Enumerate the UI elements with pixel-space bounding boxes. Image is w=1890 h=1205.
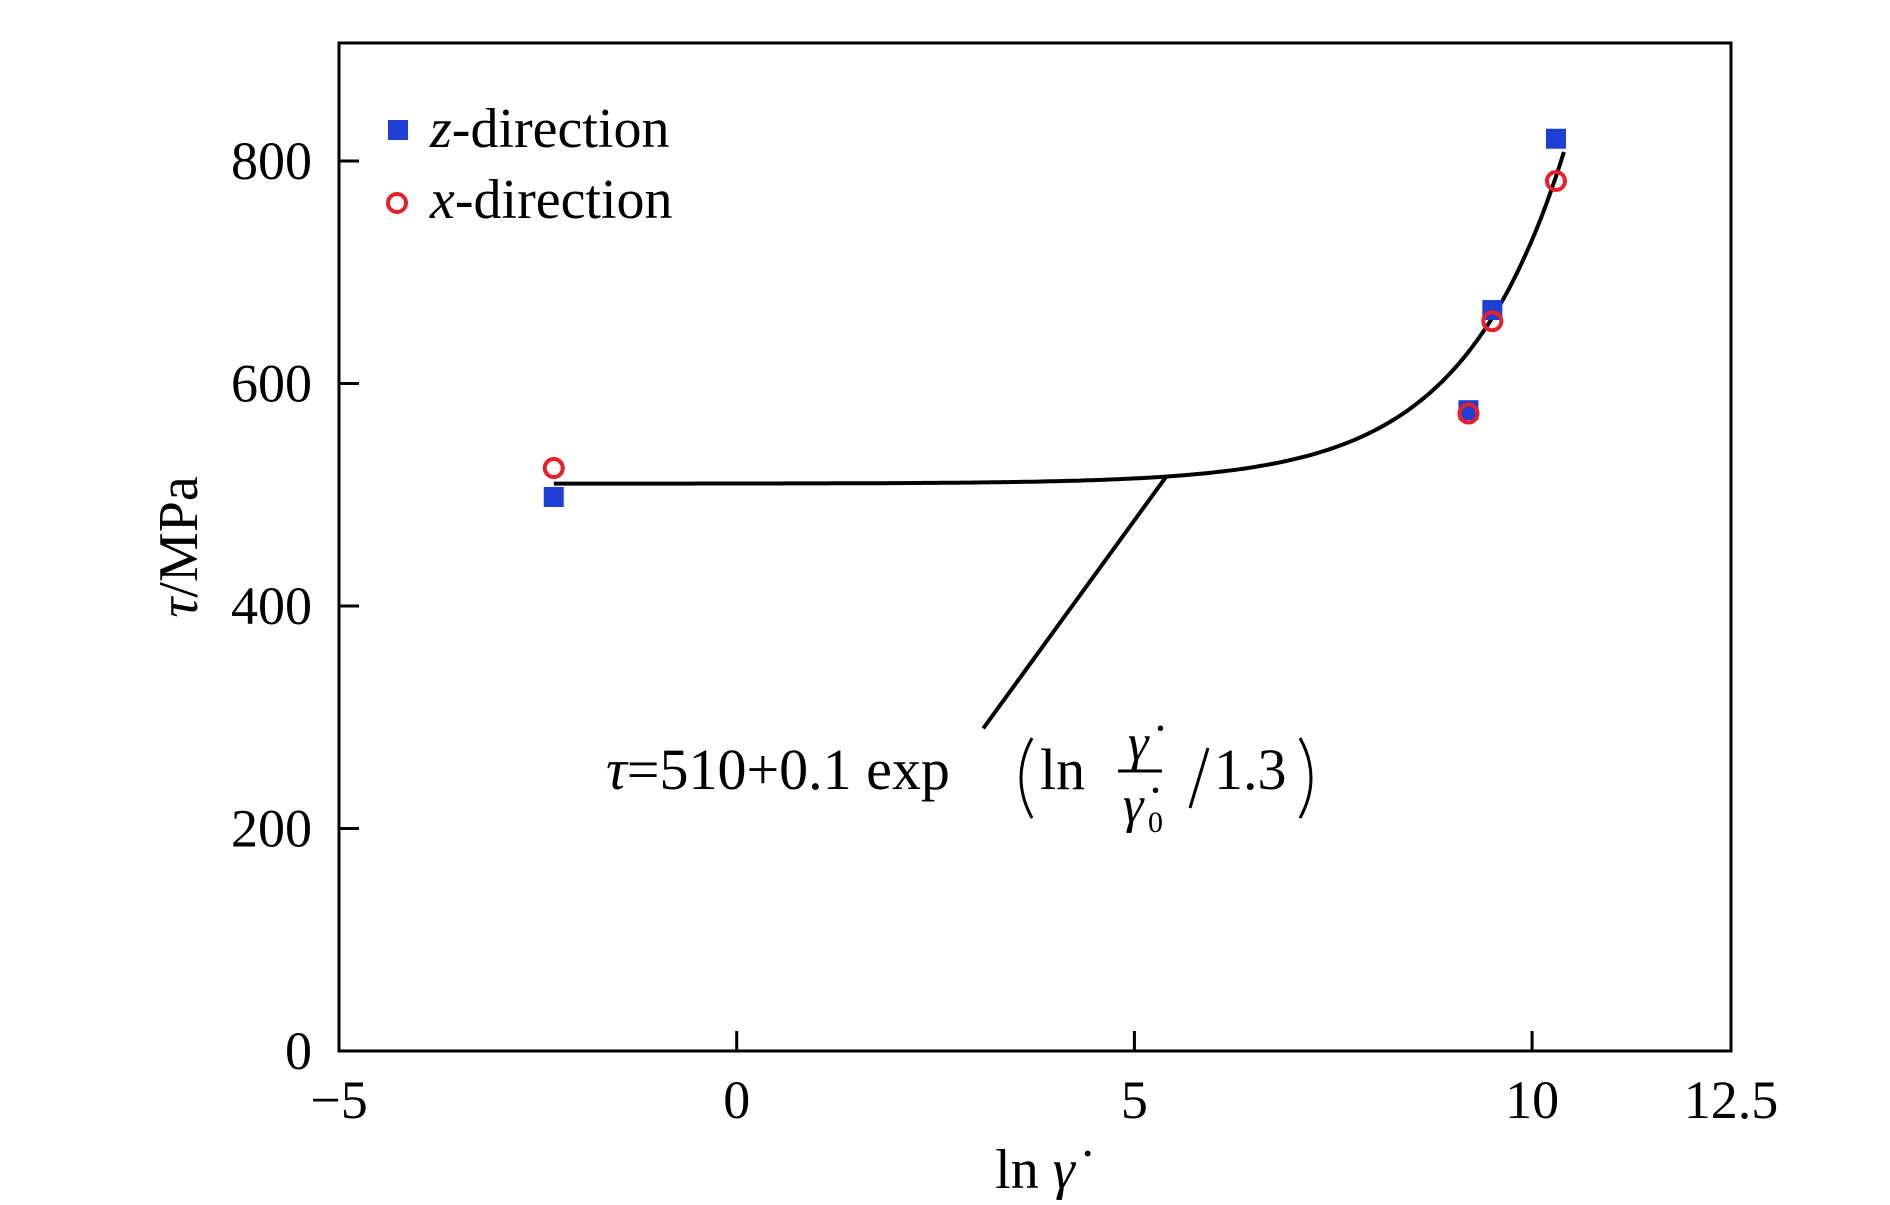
legend: z-direction x-direction [386,98,673,231]
legend-label-x-direction: x-direction [429,169,673,231]
plot-frame [337,41,1733,1053]
legend-marker-z-direction [388,120,408,140]
data-points [542,128,1567,507]
x-tick-label: 12.5 [1684,1070,1779,1130]
y-tick-label: 200 [231,799,312,859]
y-tick-label: 800 [231,131,312,191]
x-tick-label: −5 [310,1070,367,1130]
fit-equation-ln: ln [1040,737,1085,802]
fit-equation-right-paren [1298,737,1313,819]
fit-curve [553,151,1566,486]
point-z-direction [1545,128,1566,149]
point-x-direction [1481,310,1504,333]
y-axis-label: τ/MPa [148,476,210,618]
y-tick-label: 600 [231,354,312,414]
y-tick-label: 0 [285,1021,312,1081]
point-x-direction [1457,402,1480,425]
point-x-direction [542,457,565,480]
fit-equation-main: τ=510+0.1 exp [606,737,950,802]
fit-equation-subscript: 0 [1148,806,1163,839]
y-axis-ticks: 0 200 400 600 800 [231,131,359,1081]
legend-marker-x-direction [386,192,408,214]
fit-equation: τ=510+0.1 exp ln γ̇ γ̇ 0 1.3 [606,715,1313,839]
fit-equation-left-paren [1019,737,1034,819]
x-tick-label: 10 [1505,1070,1559,1130]
point-x-direction [1544,170,1567,193]
x-axis-label: ln γ̇ [995,1139,1091,1201]
y-tick-label: 400 [231,576,312,636]
x-tick-label: 5 [1121,1070,1148,1130]
fit-equation-divisor: 1.3 [1214,737,1287,802]
x-tick-label: 0 [723,1070,750,1130]
fit-equation-slash [1188,747,1210,809]
annotation-leader-line [981,475,1168,730]
x-axis-ticks: −5 0 5 10 12.5 [310,1031,1778,1130]
fit-equation-numerator: γ̇ [1128,715,1163,772]
point-z-direction [543,486,564,507]
legend-label-z-direction: z-direction [429,98,669,160]
